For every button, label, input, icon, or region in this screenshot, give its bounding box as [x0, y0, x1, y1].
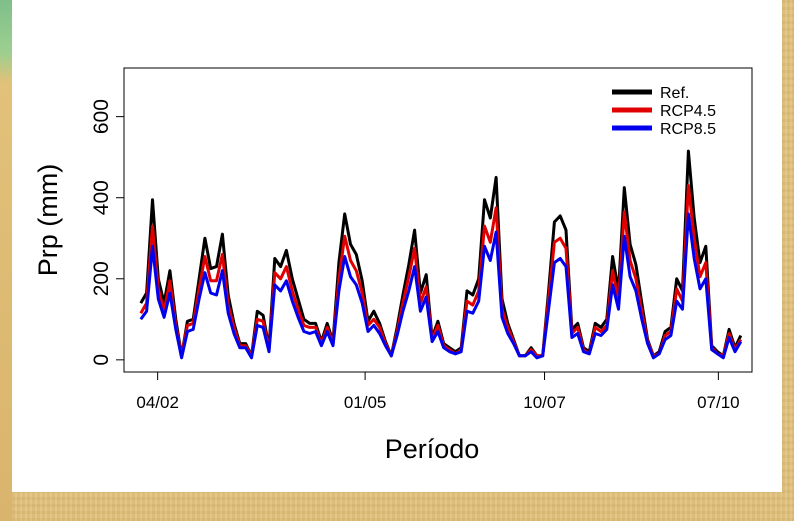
series-line-3: [139, 212, 743, 360]
x-tick-label: 01/05: [344, 393, 387, 412]
left-decorative-strip: [0, 0, 12, 521]
legend-label: RCP4.5: [660, 103, 716, 120]
line-chart: 0 200 400 600 04/02 01/05 10/07 07/10 Ref.RCP4.…: [33, 67, 753, 464]
legend-label: RCP8.5: [660, 121, 716, 138]
legend-label: Ref.: [660, 85, 689, 102]
x-tick-label: 10/07: [523, 393, 566, 412]
y-tick-label: 200: [90, 261, 113, 296]
y-tick-label: 600: [90, 99, 113, 134]
series-line-2: [139, 184, 743, 358]
x-tick-label: 07/10: [697, 393, 740, 412]
x-axis-label: Período: [385, 434, 480, 464]
plot-frame: [123, 67, 753, 373]
chart-panel: 0 200 400 600 04/02 01/05 10/07 07/10 Ref. RCP4.…: [12, 0, 782, 492]
x-tick-label: 04/02: [136, 393, 179, 412]
y-tick-label: 0: [90, 354, 113, 366]
y-tick-label: 400: [90, 180, 113, 215]
y-axis-label: Prp (mm): [33, 164, 63, 276]
